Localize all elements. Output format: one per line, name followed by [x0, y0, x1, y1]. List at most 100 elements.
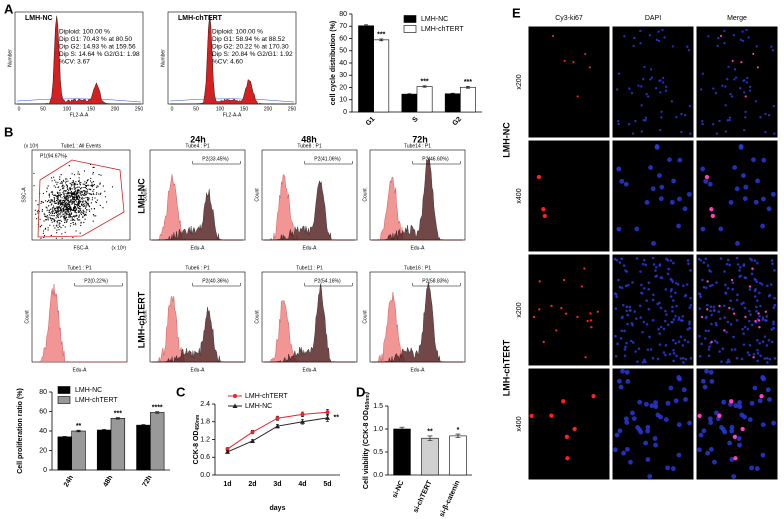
nucleus: [642, 258, 646, 262]
x-tick-label: 4d: [298, 481, 306, 488]
nucleus: [742, 79, 745, 83]
ki67-signal: [549, 413, 554, 418]
event-dot: [98, 174, 100, 176]
event-dot: [64, 212, 66, 214]
event-dot: [77, 173, 79, 175]
event-dot: [45, 216, 48, 218]
event-dot: [86, 202, 88, 204]
ki67-signal: [576, 95, 579, 98]
x-tick-label: S: [411, 116, 419, 124]
event-dot: [82, 205, 84, 208]
event-dot: [77, 183, 79, 185]
image-panel: [527, 253, 611, 367]
event-dot: [102, 185, 104, 187]
nucleus: [682, 284, 685, 288]
nucleus: [733, 348, 737, 351]
column-header: 72h: [412, 134, 428, 144]
nucleus: [750, 272, 754, 276]
nucleus: [687, 48, 691, 52]
nucleus: [698, 354, 702, 358]
nucleus: [681, 356, 685, 360]
panel-label: C: [176, 384, 186, 399]
nucleus: [723, 316, 727, 319]
nucleus: [654, 269, 657, 272]
error-bar: [427, 435, 433, 441]
nucleus: [634, 350, 637, 353]
event-dot: [50, 177, 53, 179]
ki67-signal: [710, 213, 715, 219]
nucleus: [672, 352, 676, 355]
event-dot: [80, 192, 82, 194]
event-dot: [56, 195, 58, 197]
event-dot: [68, 211, 70, 213]
nucleus: [675, 354, 678, 358]
nucleus: [711, 123, 715, 126]
nucleus: [737, 400, 742, 405]
event-dot: [71, 200, 74, 202]
nucleus: [717, 310, 721, 313]
nucleus: [615, 295, 618, 299]
nucleus: [756, 352, 760, 355]
event-dot: [72, 180, 74, 182]
ki67-signal: [590, 326, 593, 329]
event-dot: [93, 208, 96, 210]
event-dot: [79, 184, 82, 186]
event-dot: [74, 183, 76, 185]
nucleus: [689, 357, 693, 360]
nucleus: [752, 352, 756, 356]
y-axis-label: Count: [24, 310, 30, 324]
event-dot: [61, 200, 64, 202]
event-dot: [69, 212, 71, 214]
event-dot: [77, 210, 79, 212]
nucleus: [758, 281, 762, 285]
column-header: 24h: [190, 134, 206, 144]
nucleus: [686, 45, 689, 48]
event-dot: [77, 171, 79, 173]
event-dot: [91, 197, 94, 199]
y-axis-label: Count: [142, 188, 148, 202]
ki67-signal: [572, 61, 575, 64]
error-bar: [407, 93, 412, 96]
nucleus: [760, 223, 765, 229]
nucleus: [773, 132, 776, 135]
event-dot: [63, 195, 65, 197]
event-dot: [56, 214, 58, 216]
nucleus: [715, 132, 719, 135]
y-tick-label: 1.8: [200, 419, 210, 426]
nucleus: [705, 450, 711, 456]
event-dot: [57, 215, 59, 217]
event-dot: [86, 189, 88, 191]
point: [325, 410, 330, 415]
y-tick-label: 30: [339, 72, 347, 79]
nucleus: [765, 344, 769, 347]
nucleus: [680, 112, 683, 116]
bar: [136, 424, 151, 471]
y-tick-label: 1.2: [200, 436, 210, 443]
ki67-signal: [748, 285, 752, 288]
nucleus: [630, 91, 634, 95]
nucleus: [627, 283, 630, 287]
x-tick-label: 0: [171, 106, 174, 112]
gate-bracket: [304, 161, 353, 165]
event-dot: [71, 182, 73, 184]
nucleus: [617, 72, 621, 75]
ki67-signal: [550, 304, 553, 308]
gate-label: P2(40.36%): [202, 278, 229, 284]
row-label: LMH-NC: [136, 178, 146, 214]
event-dot: [54, 208, 57, 210]
event-dot: [70, 187, 72, 189]
event-dot: [99, 182, 101, 184]
nucleus: [686, 340, 690, 344]
plot-title: Tube6 : P1: [185, 265, 209, 271]
nucleus: [698, 432, 704, 438]
nucleus: [728, 116, 732, 119]
event-dot: [44, 227, 47, 229]
event-dot: [62, 188, 64, 190]
nucleus: [723, 29, 726, 33]
nucleus: [623, 416, 629, 422]
event-dot: [62, 201, 64, 203]
nucleus: [759, 354, 762, 358]
event-dot: [85, 197, 87, 199]
event-dot: [64, 205, 66, 207]
significance: **: [427, 429, 433, 436]
